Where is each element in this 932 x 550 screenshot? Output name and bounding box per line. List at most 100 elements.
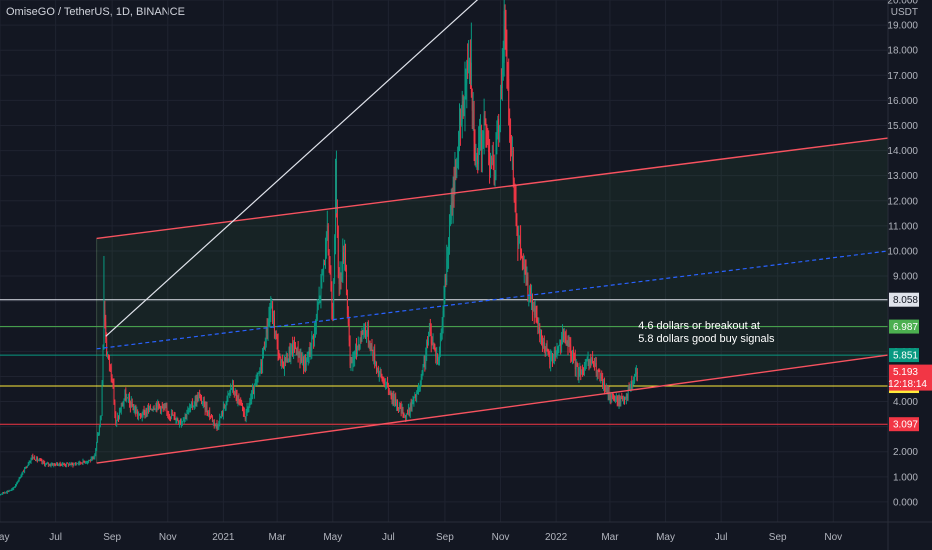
candle-body [176, 418, 178, 420]
candle-body [399, 405, 401, 407]
candle-body [168, 414, 170, 415]
candle-body [322, 269, 324, 273]
candle-body [16, 481, 18, 484]
chart-title: OmiseGO / TetherUS, 1D, BINANCE [6, 6, 185, 18]
candle-body [407, 414, 408, 415]
candle-body [67, 463, 68, 464]
candle-body [220, 416, 222, 418]
drawn-lines[interactable] [96, 0, 889, 464]
candle-body [15, 485, 16, 487]
candle-body [449, 224, 450, 249]
candle-body [328, 252, 330, 265]
candle-body [50, 464, 52, 466]
x-tick-label: Nov [159, 532, 177, 543]
candle-body [377, 368, 379, 375]
candle-body [248, 406, 250, 408]
candle-body [205, 406, 207, 410]
candle-body [178, 420, 180, 424]
candle-body [531, 294, 532, 302]
x-tick-label: Mar [269, 532, 287, 543]
candle-body [635, 372, 637, 375]
candle-body [364, 325, 366, 330]
candle-body [152, 408, 154, 411]
candle-body [333, 280, 335, 320]
candle-body [47, 463, 49, 465]
candle-body [421, 370, 423, 379]
candle-body [192, 406, 194, 407]
candle-body [491, 162, 492, 165]
y-tick-label: 4.000 [893, 397, 918, 408]
candle-body [542, 341, 544, 345]
candle-body [210, 416, 212, 418]
candle-body [345, 253, 346, 268]
candle-body [96, 442, 98, 449]
candle-body [41, 460, 43, 463]
candle-body [401, 407, 403, 412]
candle-body [27, 463, 29, 466]
candle-body [135, 409, 137, 414]
candle-body [3, 492, 5, 493]
candle-body [91, 458, 93, 459]
candle-body [558, 345, 560, 347]
candle-body [450, 202, 452, 221]
candle-body [256, 377, 258, 380]
candle-body [593, 362, 594, 365]
candle-body [362, 331, 364, 335]
candle-body [237, 398, 239, 401]
candle-body [150, 406, 151, 410]
candle-body [580, 366, 582, 375]
candle-body [482, 139, 484, 148]
candle-body [477, 155, 479, 165]
candle-body [272, 306, 273, 322]
candle-body [453, 183, 455, 191]
candle-body [175, 419, 177, 421]
candle-body [253, 384, 255, 394]
candle-body [427, 341, 428, 345]
candle-body [51, 464, 53, 465]
candle-body [235, 391, 237, 395]
candle-body [447, 256, 449, 259]
candle-body [611, 393, 613, 399]
candle-body [451, 202, 453, 210]
candle-body [182, 420, 184, 422]
candle-body [224, 407, 226, 408]
candle-body [203, 400, 205, 402]
candle-body [86, 462, 88, 463]
candle-body [341, 275, 343, 280]
candle-body [300, 356, 302, 361]
candle-body [273, 317, 274, 322]
candle-body [250, 399, 252, 403]
candle-body [355, 346, 356, 351]
candle-body [306, 359, 308, 361]
candle-body [312, 336, 314, 338]
candle-body [26, 465, 28, 468]
candle-body [247, 407, 249, 408]
candle-body [123, 399, 125, 403]
candle-body [232, 385, 233, 388]
candle-body [144, 411, 146, 416]
candle-body [43, 461, 45, 464]
candle-body [76, 463, 77, 465]
candle-body [410, 403, 412, 410]
candle-body [466, 60, 468, 84]
candle-body [434, 345, 436, 348]
candle-body [34, 457, 36, 460]
candle-body [507, 70, 509, 79]
candle-body [570, 344, 572, 357]
time-axis [0, 522, 932, 550]
candle-body [114, 402, 116, 413]
candle-body [544, 351, 546, 355]
candle-body [551, 356, 552, 358]
candle-body [100, 415, 102, 420]
candle-body [463, 111, 465, 113]
candle-body [523, 264, 525, 270]
candle-body [563, 332, 565, 335]
candle-body [92, 458, 94, 459]
candle-body [354, 350, 356, 358]
candle-body [585, 360, 587, 365]
candle-body [546, 347, 548, 349]
candle-body [89, 460, 91, 461]
candle-body [559, 342, 561, 346]
